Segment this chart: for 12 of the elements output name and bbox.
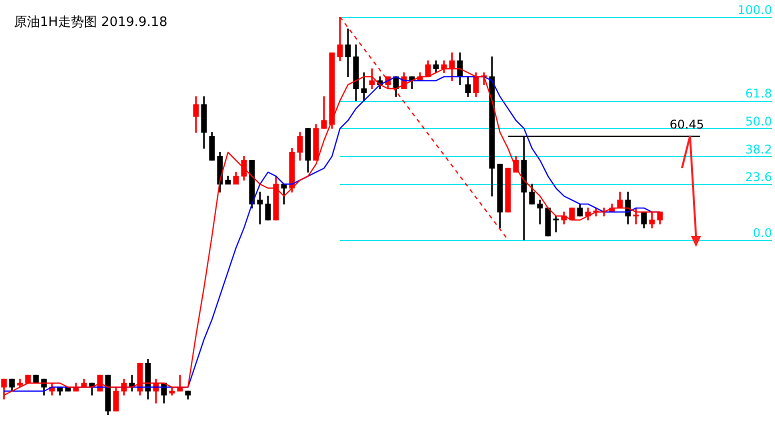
annotation: 0.0 xyxy=(752,226,772,240)
annotation: 38.2 xyxy=(745,142,772,156)
annotation: 50.0 xyxy=(745,114,772,128)
annotation: 100.0 xyxy=(738,3,772,17)
candlestick xyxy=(25,374,31,384)
candlestick xyxy=(545,208,551,236)
chart-title: 原油1H走势图 2019.9.18 xyxy=(14,14,168,31)
candlestick xyxy=(505,168,511,212)
candlestick xyxy=(569,208,575,220)
annotation: 61.8 xyxy=(745,86,772,101)
annotation: 60.45 xyxy=(670,117,704,132)
annotation: 23.6 xyxy=(745,170,772,184)
